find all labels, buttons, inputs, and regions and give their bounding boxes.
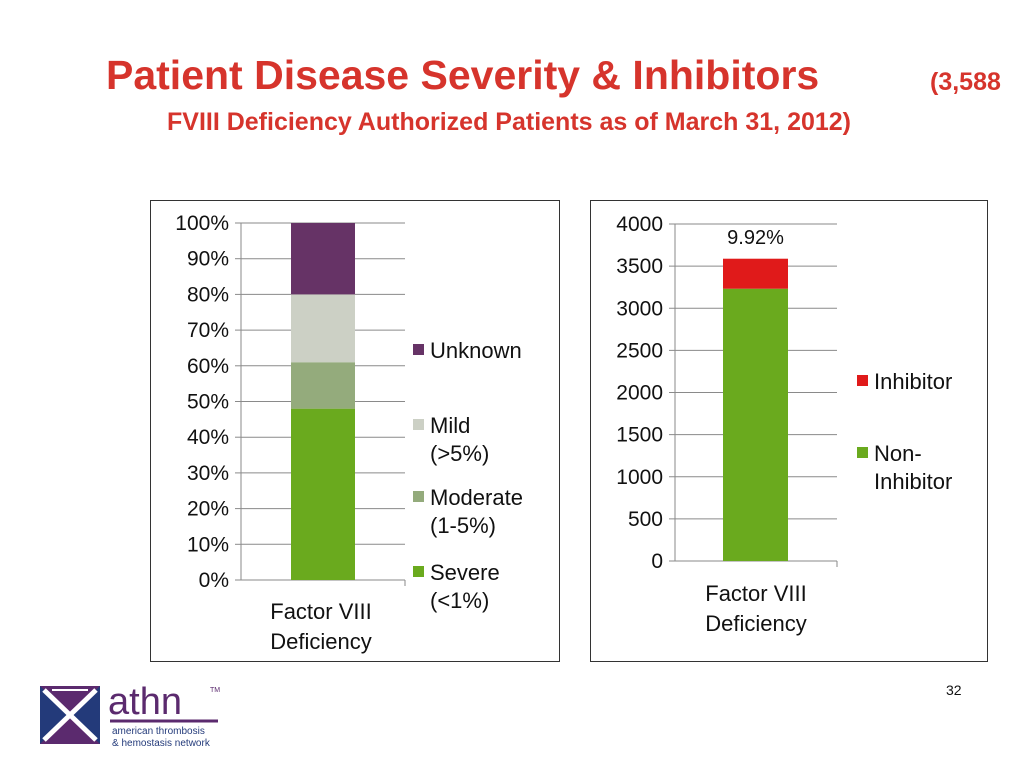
severity-bar-segment — [291, 294, 355, 363]
inhibitor-chart-frame: 0 500 1000 1500 2000 2500 3000 3500 4000 9.92% Fac… — [590, 200, 988, 662]
slide-title-count: (3,588 — [930, 68, 1001, 96]
inhibitor-ytick-label: 0 — [651, 550, 663, 573]
slide-subtitle: FVIII Deficiency Authorized Patients as … — [167, 108, 852, 136]
inhibitor-category-label: Deficiency — [705, 611, 806, 636]
inhibitor-category-label: Factor VIII — [705, 581, 806, 606]
severity-legend-label: Moderate — [430, 485, 523, 510]
athn-logo: athn TM american thrombosis & hemostasis… — [40, 680, 240, 750]
severity-ytick-label: 60% — [187, 355, 229, 378]
severity-legend-label: Severe — [430, 560, 500, 585]
severity-ytick-label: 70% — [187, 319, 229, 342]
inhibitor-ytick-label: 500 — [628, 508, 663, 531]
inhibitor-ytick-label: 3500 — [616, 255, 663, 278]
severity-legend-swatch — [413, 344, 424, 355]
inhibitor-bar-segment — [723, 288, 788, 561]
severity-ytick-label: 10% — [187, 533, 229, 556]
severity-bar-segment — [291, 408, 355, 580]
severity-ytick-label: 80% — [187, 283, 229, 306]
inhibitor-chart: 0 500 1000 1500 2000 2500 3000 3500 4000 9.92% Fac… — [616, 213, 952, 636]
severity-ytick-label: 0% — [199, 569, 229, 592]
severity-legend-label: (<1%) — [430, 588, 489, 613]
severity-ytick-label: 40% — [187, 426, 229, 449]
inhibitor-ytick-label: 4000 — [616, 213, 663, 236]
inhibitor-ytick-label: 1000 — [616, 466, 663, 489]
inhibitor-ytick-label: 1500 — [616, 424, 663, 447]
severity-ytick-label: 90% — [187, 248, 229, 271]
severity-chart: 0% 10% 20% 30% 40% 50% 60% 70% 80% 90% 100% Factor … — [175, 212, 523, 654]
severity-bar-segment — [291, 223, 355, 295]
severity-ytick-label: 50% — [187, 391, 229, 414]
logo-line-2: & hemostasis network — [112, 738, 211, 749]
inhibitor-ytick-label: 2000 — [616, 382, 663, 405]
severity-category-label: Factor VIII — [270, 599, 371, 624]
logo-trademark: TM — [210, 687, 220, 694]
inhibitor-legend-label: Inhibitor — [874, 369, 952, 394]
inhibitor-ytick-label: 3000 — [616, 297, 663, 320]
severity-ytick-label: 100% — [175, 212, 229, 235]
athn-logo-icon: athn TM american thrombosis & hemostasis… — [40, 681, 220, 749]
slide-title: Patient Disease Severity & Inhibitors — [106, 52, 820, 98]
severity-legend-swatch — [413, 419, 424, 430]
severity-ytick-label: 30% — [187, 462, 229, 485]
severity-chart-frame: 0% 10% 20% 30% 40% 50% 60% 70% 80% 90% 100% Factor … — [150, 200, 560, 662]
inhibitor-ytick-label: 2500 — [616, 339, 663, 362]
inhibitor-bar-segment — [723, 258, 788, 289]
logo-line-1: american thrombosis — [112, 726, 205, 737]
severity-legend-swatch — [413, 491, 424, 502]
severity-legend-label: (>5%) — [430, 441, 489, 466]
severity-legend-label: Mild — [430, 413, 470, 438]
severity-ytick-label: 20% — [187, 498, 229, 521]
logo-wordmark: athn — [108, 681, 182, 723]
inhibitor-legend-label: Inhibitor — [874, 469, 952, 494]
inhibitor-legend-swatch — [857, 447, 868, 458]
severity-category-label: Deficiency — [270, 629, 371, 654]
inhibitor-annotation: 9.92% — [727, 227, 784, 249]
inhibitor-legend-label: Non- — [874, 441, 922, 466]
severity-legend-swatch — [413, 566, 424, 577]
page-number: 32 — [946, 682, 962, 698]
inhibitor-legend-swatch — [857, 375, 868, 386]
severity-legend-label: (1-5%) — [430, 513, 496, 538]
severity-bar-segment — [291, 362, 355, 409]
severity-legend-label: Unknown — [430, 338, 522, 363]
